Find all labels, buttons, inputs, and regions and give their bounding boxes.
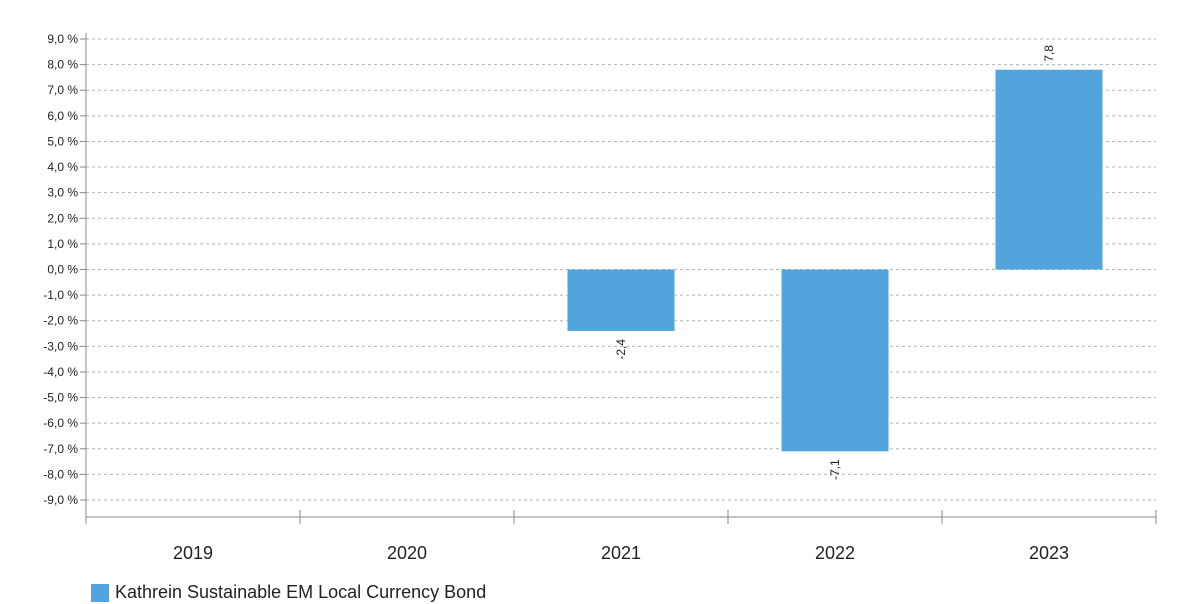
y-tick-label: -2,0 % <box>43 314 78 328</box>
data-labels: -2,4 -7,1 7,8 <box>614 45 1056 480</box>
legend-label: Kathrein Sustainable EM Local Currency B… <box>115 582 487 602</box>
y-tick-label: 9,0 % <box>47 32 78 46</box>
bar <box>567 269 675 331</box>
bar-value-label: -7,1 <box>828 459 842 480</box>
y-tick-label: 2,0 % <box>47 211 78 225</box>
bars <box>567 69 1103 452</box>
y-tick-label: -7,0 % <box>43 442 78 456</box>
x-tick-label: 2022 <box>815 543 855 563</box>
y-tick-label: -1,0 % <box>43 288 78 302</box>
x-tick-label: 2020 <box>387 543 427 563</box>
y-tick-label: 3,0 % <box>47 186 78 200</box>
legend-swatch <box>91 583 109 602</box>
y-tick-label: -8,0 % <box>43 467 78 481</box>
y-tick-label: -3,0 % <box>43 339 78 353</box>
y-tick-label: 1,0 % <box>47 237 78 251</box>
legend: Kathrein Sustainable EM Local Currency B… <box>91 582 486 603</box>
bar <box>995 69 1103 270</box>
y-tick-label: 7,0 % <box>47 83 78 97</box>
x-tick-label: 2023 <box>1029 543 1069 563</box>
y-tick-label: -5,0 % <box>43 391 78 405</box>
bar-value-label: -2,4 <box>614 339 628 360</box>
y-tick-label: -4,0 % <box>43 365 78 379</box>
y-tick-label: 8,0 % <box>47 58 78 72</box>
y-tick-label: 4,0 % <box>47 160 78 174</box>
y-tick-label: -6,0 % <box>43 416 78 430</box>
x-tick-label: 2021 <box>601 543 641 563</box>
y-tick-label: -9,0 % <box>43 493 78 507</box>
y-tick-label: 5,0 % <box>47 134 78 148</box>
y-tick-label: 6,0 % <box>47 109 78 123</box>
y-axis-ticks: 9,0 % 8,0 % 7,0 % 6,0 % 5,0 % 4,0 % 3,0 % 2,0 %… <box>43 32 87 517</box>
x-axis: 2019 2020 2021 2022 2023 <box>85 510 1157 563</box>
bar-value-label: 7,8 <box>1042 45 1056 62</box>
y-tick-label: 0,0 % <box>47 263 78 277</box>
bar <box>781 269 889 452</box>
x-tick-label: 2019 <box>173 543 213 563</box>
